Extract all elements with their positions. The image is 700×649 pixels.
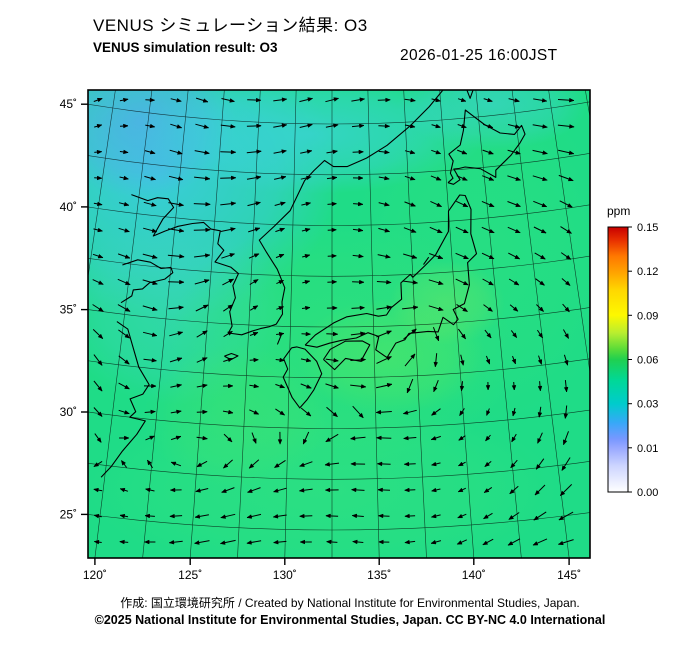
colorbar-tick-label: 0.09 [637, 310, 658, 322]
credit-line: 作成: 国立環境研究所 / Created by National Instit… [120, 596, 580, 610]
lon-tick-label: 145˚ [557, 568, 581, 582]
lon-tick-label: 135˚ [367, 568, 391, 582]
page-subtitle: VENUS simulation result: O3 [93, 40, 278, 55]
wind-vector-layer [92, 97, 575, 546]
colorbar-tick-label: 0.12 [637, 266, 658, 278]
timestamp: 2026-01-25 16:00JST [400, 47, 558, 64]
lat-tick-label: 30˚ [60, 405, 77, 419]
page-title: VENUS シミュレーション結果: O3 [93, 16, 368, 35]
colorbar-tick-label: 0.00 [637, 487, 658, 499]
colorbar-tick-label: 0.06 [637, 355, 658, 367]
concentration-field [88, 90, 590, 558]
map-frame [87, 89, 591, 559]
lat-tick-label: 35˚ [60, 303, 77, 317]
license-line: ©2025 National Institute for Environment… [94, 613, 606, 627]
lon-tick-label: 120˚ [83, 568, 107, 582]
lat-tick-label: 25˚ [60, 507, 77, 521]
lat-tick-label: 45˚ [60, 97, 77, 111]
lat-tick-label: 40˚ [60, 200, 77, 214]
axis-labels: 45˚ 40˚ 35˚ 30˚ 25˚ 120˚ 125˚ 130˚ 135˚ 140˚ 145˚ [60, 97, 581, 582]
lon-tick-label: 125˚ [178, 568, 202, 582]
colorbar-tick-label: 0.03 [637, 399, 658, 411]
colorbar-gradient [607, 226, 629, 493]
lon-tick-label: 130˚ [273, 568, 297, 582]
graticule [88, 90, 590, 558]
lon-tick-label: 140˚ [462, 568, 486, 582]
colorbar: ppm 0.15 0.12 0.09 0.06 0.03 0.01 0.00 [607, 204, 658, 499]
coastlines [100, 90, 526, 478]
colorbar-tick-label: 0.15 [637, 222, 658, 234]
colorbar-tick-label: 0.01 [637, 443, 658, 455]
colorbar-unit-label: ppm [607, 204, 630, 218]
